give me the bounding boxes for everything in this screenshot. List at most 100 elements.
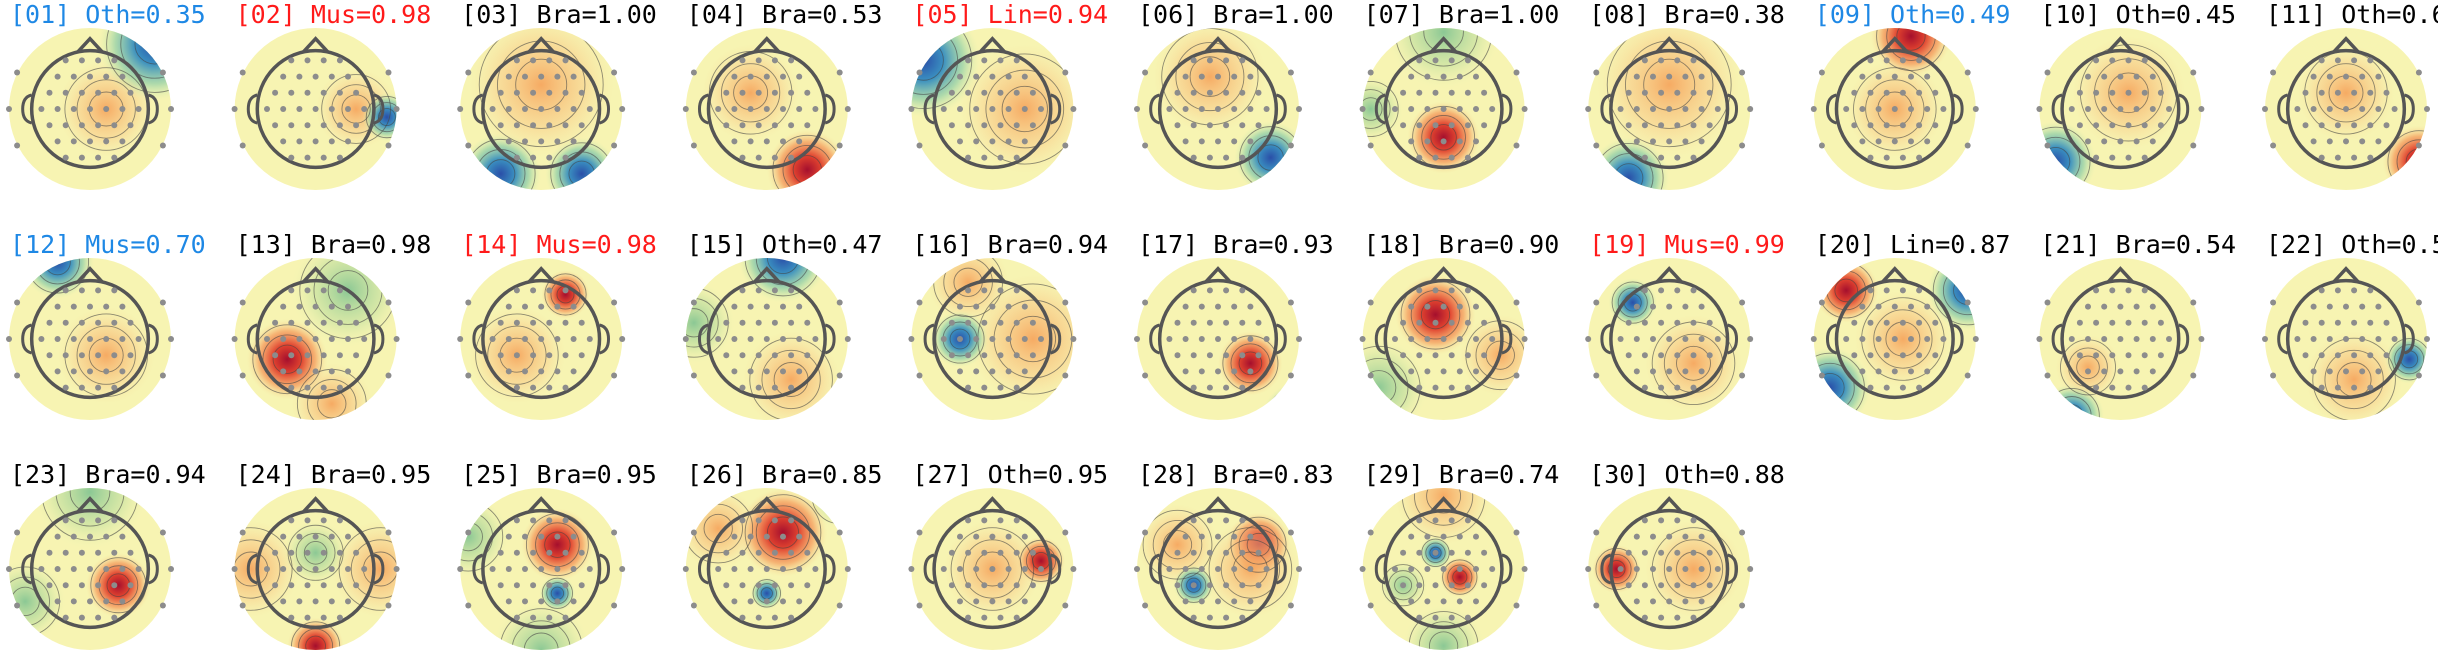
electrode: [1206, 582, 1213, 589]
electrode: [1473, 138, 1479, 145]
electrode: [1013, 384, 1020, 391]
electrode: [2375, 73, 2382, 80]
electrode: [2085, 106, 2091, 112]
electrode: [1891, 303, 1898, 310]
contour: [752, 579, 782, 608]
electrode: [763, 533, 770, 540]
electrode: [755, 287, 762, 294]
electrode: [336, 154, 343, 161]
electrode: [1899, 352, 1906, 359]
electrode: [345, 138, 351, 145]
electrode: [1473, 336, 1479, 342]
electrode: [715, 566, 722, 572]
electrode: [2166, 336, 2172, 342]
electrode: [948, 549, 955, 556]
electrode: [497, 122, 504, 129]
electrode: [361, 336, 368, 342]
electrode: [62, 122, 69, 129]
electrode: [1448, 57, 1455, 64]
electrode: [1239, 549, 1246, 556]
electrode: [1456, 566, 1463, 572]
electrode: [1521, 106, 1528, 112]
electrode: [95, 57, 102, 64]
electrode: [336, 287, 343, 294]
electrode: [296, 138, 303, 145]
electrode: [1489, 336, 1496, 342]
electrode: [111, 57, 118, 64]
component-title: [22] Oth=0.52: [2266, 230, 2438, 259]
electrode: [95, 582, 102, 589]
electrode: [1633, 368, 1640, 375]
head-outline: [481, 278, 602, 400]
electrode: [505, 336, 512, 342]
electrode: [2157, 89, 2164, 96]
electrode: [723, 122, 730, 129]
electrode: [844, 106, 851, 112]
electrode: [353, 352, 360, 359]
contour: [2108, 72, 2149, 114]
electrode: [1674, 89, 1681, 96]
electrode: [1416, 614, 1423, 621]
component: [29] Bra=0.74: [1359, 460, 1559, 650]
electrode: [1521, 566, 1528, 572]
electrode: [1448, 319, 1455, 326]
electrode: [513, 89, 520, 96]
electrode: [46, 549, 53, 556]
electrode: [997, 89, 1004, 96]
electrode: [1859, 138, 1866, 145]
electrode: [1440, 533, 1447, 540]
electrode: [1190, 319, 1197, 326]
electrode: [1481, 582, 1488, 589]
electrode: [1658, 57, 1665, 64]
electrode: [1215, 138, 1221, 145]
electrode: [771, 517, 778, 524]
ear-left: [246, 553, 258, 585]
ear-left: [472, 323, 484, 355]
electrode: [1513, 372, 1520, 379]
electrode: [2036, 106, 2043, 112]
electrode: [159, 142, 166, 149]
topomap-field: [234, 520, 397, 650]
electrode: [1005, 533, 1012, 540]
electrode: [2367, 319, 2374, 326]
ear-left: [472, 553, 484, 585]
electrode: [345, 106, 351, 112]
electrode: [1658, 319, 1665, 326]
contour: [541, 577, 573, 609]
electrode: [1174, 582, 1181, 589]
electrode: [690, 299, 697, 306]
contour: [377, 108, 396, 127]
electrode: [111, 352, 118, 359]
electrode: [345, 303, 351, 310]
head-outline: [706, 278, 827, 400]
topomap-field: [460, 496, 594, 650]
electrode: [2149, 368, 2156, 375]
electrode: [1296, 336, 1302, 342]
electrode: [997, 154, 1004, 161]
component: [27] Oth=0.95: [908, 460, 1108, 650]
electrode: [1416, 352, 1423, 359]
electrode: [1666, 533, 1673, 540]
electrode: [916, 299, 923, 306]
ear-left: [21, 553, 33, 585]
electrode: [1916, 89, 1923, 96]
electrode: [2109, 287, 2116, 294]
electrode: [103, 303, 110, 310]
electrode: [95, 517, 102, 524]
electrode: [103, 566, 110, 572]
electrode: [1215, 368, 1221, 375]
electrode: [336, 122, 343, 129]
electrode: [554, 368, 561, 375]
electrode: [513, 154, 520, 161]
contour: [1413, 488, 1474, 526]
electrode: [2101, 106, 2108, 112]
electrode: [1005, 566, 1012, 572]
component: [18] Bra=0.90: [1359, 230, 1559, 420]
electrode: [788, 549, 795, 556]
electrode: [1810, 106, 1817, 112]
electrode: [538, 336, 545, 342]
electrode: [546, 549, 553, 556]
electrode: [1682, 303, 1689, 310]
electrode: [957, 106, 963, 112]
electrode: [1166, 566, 1173, 572]
